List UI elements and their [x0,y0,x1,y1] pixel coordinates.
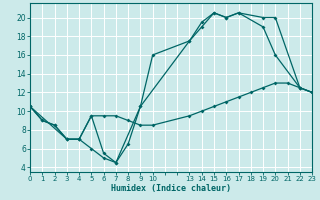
X-axis label: Humidex (Indice chaleur): Humidex (Indice chaleur) [111,184,231,193]
